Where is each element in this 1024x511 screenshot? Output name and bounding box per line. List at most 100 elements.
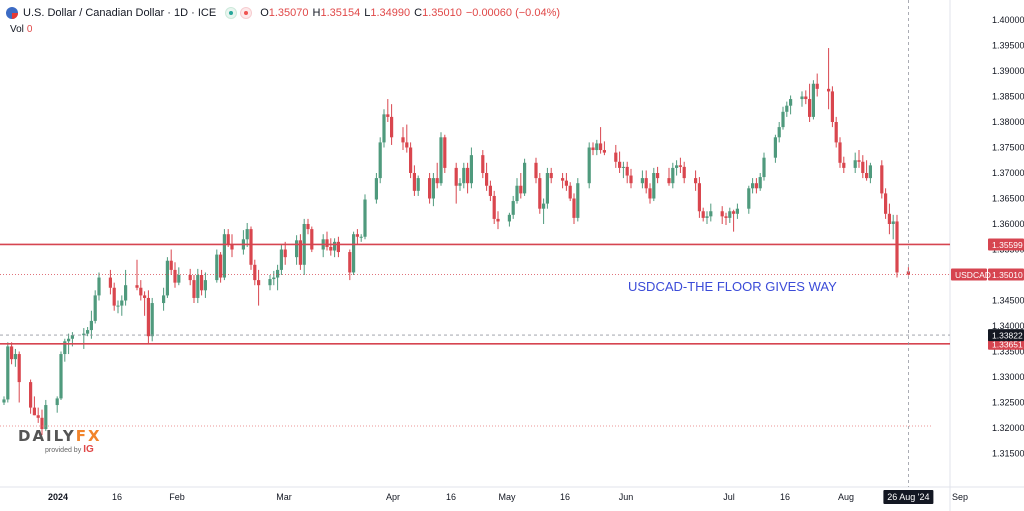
candle-body: [625, 166, 629, 176]
candle-body: [401, 137, 405, 143]
candle-body: [295, 240, 299, 258]
y-tick-label: 1.39000: [992, 66, 1024, 76]
candle-body: [895, 221, 899, 273]
candle-body: [215, 254, 219, 281]
market-closed-icon[interactable]: [240, 7, 253, 19]
candle-body: [2, 399, 6, 403]
x-tick-label: Apr: [386, 492, 400, 502]
candle-body: [359, 236, 363, 238]
candle-body: [466, 167, 470, 184]
candle-body: [709, 211, 713, 217]
candle-body: [507, 214, 511, 222]
candle-body: [777, 127, 781, 138]
candle-body: [325, 239, 329, 247]
candle-body: [773, 137, 777, 158]
candle-body: [439, 137, 443, 184]
candle-body: [800, 96, 804, 100]
candle-body: [614, 152, 618, 162]
candle-body: [496, 218, 500, 222]
candle-body: [196, 275, 200, 298]
candle-body: [386, 114, 390, 117]
candle-body: [382, 114, 386, 143]
candle-body: [108, 277, 112, 288]
chart-header: U.S. Dollar / Canadian Dollar · 1D · ICE…: [6, 4, 560, 22]
resistance-price-tag-bg: [988, 238, 1024, 251]
candle-body: [549, 173, 553, 179]
market-open-icon[interactable]: [225, 7, 238, 19]
y-tick-label: 1.31500: [992, 449, 1024, 459]
candle-body: [310, 229, 314, 250]
candle-body: [838, 142, 842, 163]
candle-body: [143, 295, 147, 298]
candle-body: [564, 180, 568, 186]
candle-body: [880, 165, 884, 194]
candle-body: [462, 167, 466, 184]
x-tick-label: May: [498, 492, 516, 502]
candle-body: [226, 234, 230, 245]
candle-body: [515, 185, 519, 202]
symbol-title[interactable]: U.S. Dollar / Canadian Dollar · 1D · ICE: [23, 7, 217, 19]
candle-body: [481, 155, 485, 173]
candle-body: [728, 211, 732, 218]
candle-body: [116, 305, 120, 307]
candle-body: [162, 295, 166, 304]
last-price-tag-bg: [988, 268, 1024, 281]
y-tick-label: 1.40000: [992, 15, 1024, 25]
candle-body: [720, 211, 724, 217]
candle-body: [469, 155, 473, 184]
candle-body: [93, 295, 97, 321]
x-tick-label: Jul: [723, 492, 735, 502]
candle-body: [44, 405, 48, 430]
candle-body: [378, 142, 382, 179]
volume-legend[interactable]: Vol 0: [10, 24, 33, 35]
candle-body: [735, 208, 739, 214]
candle-body: [431, 178, 435, 199]
candle-body: [523, 162, 527, 194]
candle-body: [173, 269, 177, 283]
candle-body: [329, 246, 333, 251]
candle-body: [150, 303, 154, 337]
candle-body: [230, 244, 234, 250]
candle-body: [724, 216, 728, 218]
candle-body: [222, 234, 226, 278]
candle-body: [454, 167, 458, 186]
x-tick-label: Sep: [952, 492, 968, 502]
candle-body: [32, 407, 36, 416]
candle-body: [192, 280, 196, 298]
candle-body: [701, 211, 705, 218]
candle-body: [811, 83, 815, 117]
candle-body: [409, 147, 413, 173]
y-tick-label: 1.32500: [992, 398, 1024, 408]
change-value: −0.00060 (−0.04%): [465, 7, 561, 19]
candle-body: [139, 287, 143, 296]
candle-body: [245, 229, 249, 240]
y-tick-label: 1.37000: [992, 168, 1024, 178]
candle-body: [705, 216, 709, 218]
candle-body: [188, 275, 192, 281]
candle-body: [682, 166, 686, 179]
candle-body: [694, 178, 698, 184]
candle-body: [298, 240, 302, 265]
candle-body: [70, 335, 74, 339]
y-tick-label: 1.39500: [992, 41, 1024, 51]
candle-body: [82, 333, 86, 336]
candle-body: [412, 173, 416, 191]
candle-body: [629, 175, 633, 184]
market-status-dots[interactable]: [225, 7, 253, 19]
y-tick-label: 1.34500: [992, 296, 1024, 306]
candle-body: [492, 195, 496, 219]
candle-body: [165, 260, 169, 296]
x-tick-label: 2024: [48, 492, 68, 502]
candle-body: [697, 183, 701, 212]
candle-body: [675, 165, 679, 168]
y-tick-label: 1.38000: [992, 117, 1024, 127]
candle-body: [435, 178, 439, 184]
candle-body: [587, 147, 591, 184]
candle-body: [542, 203, 546, 209]
candle-body: [534, 162, 538, 179]
candle-body: [249, 229, 253, 265]
candle-body: [458, 183, 462, 186]
candle-body: [678, 165, 682, 167]
candle-body: [656, 173, 660, 179]
